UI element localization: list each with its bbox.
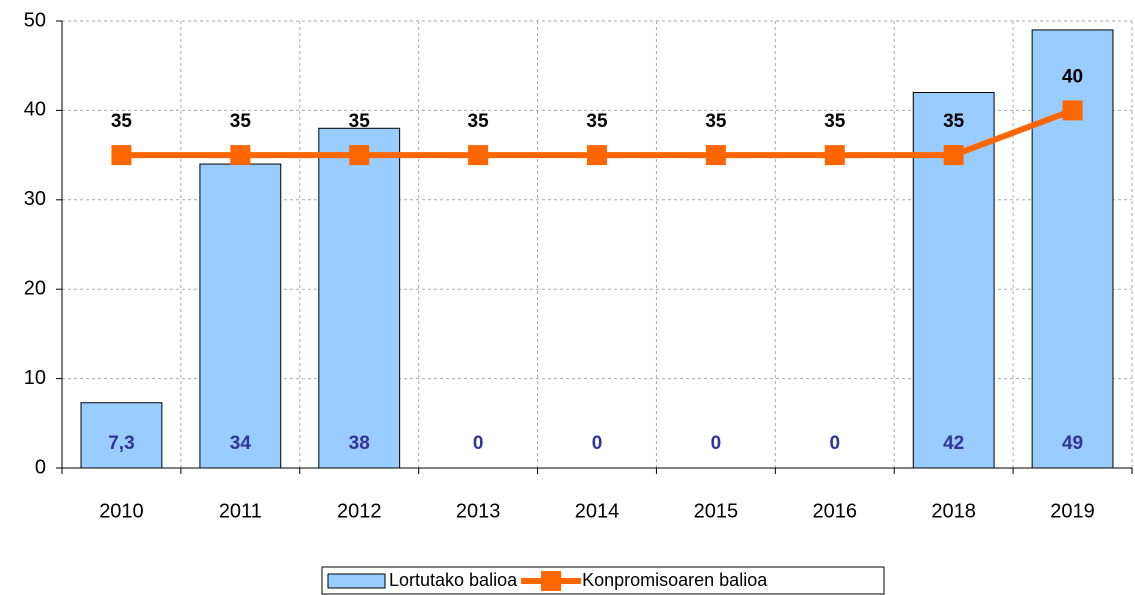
line-marker — [349, 145, 370, 166]
line-value-label: 35 — [230, 111, 252, 132]
line-value-label: 35 — [943, 111, 965, 132]
bar-value-label: 0 — [592, 433, 603, 454]
legend-label: Lortutako balioa — [389, 570, 518, 590]
bar — [318, 127, 401, 469]
legend-box — [321, 566, 885, 595]
line-marker — [111, 145, 132, 166]
line-marker — [705, 145, 726, 166]
line-marker — [824, 145, 845, 166]
x-tick-label: 2013 — [456, 500, 501, 522]
y-tick-label: 20 — [24, 277, 46, 299]
x-tick-label: 2014 — [575, 500, 620, 522]
bar — [1031, 29, 1114, 469]
bar-value-label: 0 — [711, 433, 722, 454]
legend-swatch — [327, 573, 386, 589]
line-value-label: 35 — [111, 111, 133, 132]
legend-marker — [541, 571, 562, 591]
line-value-label: 35 — [468, 111, 490, 132]
y-tick-label: 30 — [24, 188, 46, 210]
bar-value-label: 49 — [1062, 433, 1083, 454]
x-tick-label: 2010 — [99, 500, 144, 522]
bar-value-label: 0 — [829, 433, 840, 454]
line-value-label: 40 — [1062, 66, 1083, 87]
line-marker — [587, 145, 607, 166]
line-marker — [230, 145, 251, 166]
y-tick-label: 10 — [24, 367, 46, 389]
x-tick-label: 2018 — [931, 500, 976, 522]
x-tick-label: 2015 — [694, 500, 739, 522]
line-marker — [1062, 100, 1083, 121]
x-tick-label: 2011 — [219, 500, 262, 522]
line-value-label: 35 — [349, 111, 371, 132]
line-value-label: 35 — [824, 111, 846, 132]
bar-value-label: 38 — [349, 433, 370, 454]
y-tick-label: 0 — [35, 456, 46, 478]
line-marker — [943, 145, 964, 166]
x-tick-label: 2019 — [1050, 500, 1095, 522]
x-tick-label: 2012 — [337, 500, 382, 522]
bar — [80, 402, 163, 469]
x-tick-label: 2016 — [813, 500, 858, 522]
line-marker — [468, 145, 489, 166]
bar-value-label: 34 — [230, 433, 252, 454]
y-tick-label: 50 — [24, 9, 46, 31]
bar — [199, 163, 282, 469]
legend-label: Konpromisoaren balioa — [582, 570, 768, 590]
bar-value-label: 7,3 — [108, 433, 134, 454]
line-value-label: 35 — [705, 111, 727, 132]
bar-value-label: 42 — [943, 433, 964, 454]
y-tick-label: 40 — [24, 99, 46, 121]
bar-value-label: 0 — [473, 433, 484, 454]
line-value-label: 35 — [586, 111, 608, 132]
